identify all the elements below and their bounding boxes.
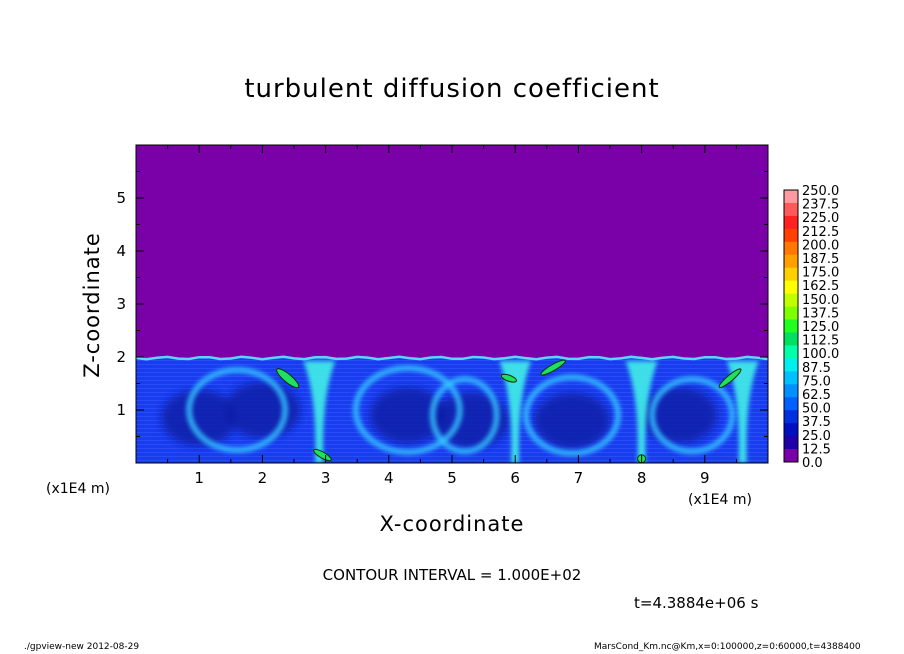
colorbar-label: 112.5 [802, 334, 839, 349]
colorbar-label: 212.5 [802, 225, 839, 240]
colorbar-label: 50.0 [802, 402, 831, 417]
x-tick-label: 6 [510, 469, 520, 487]
x-tick-label: 5 [447, 469, 457, 487]
chart-title: turbulent diffusion coefficient [244, 74, 660, 104]
colorbar-swatch [784, 423, 798, 437]
colorbar-swatch [784, 306, 798, 320]
colorbar-label: 187.5 [802, 252, 839, 267]
y-axis-label: Z-coordinate [80, 232, 104, 378]
colorbar-swatch [784, 228, 798, 243]
x-tick-label: 9 [700, 469, 710, 487]
contour-blob [313, 448, 332, 462]
field-layer [136, 145, 768, 463]
x-tick-label: 3 [321, 469, 331, 487]
high-value-contours [276, 359, 742, 463]
eddy-rings [186, 365, 736, 457]
y-tick-label: 1 [116, 401, 126, 419]
colorbar-swatch [784, 397, 798, 411]
x-unit-left: (x1E4 m) [46, 481, 110, 497]
colorbar-swatch [784, 319, 798, 333]
y-tick-label: 3 [116, 295, 126, 313]
eddy-ring [429, 376, 500, 455]
colorbar-swatch [784, 202, 798, 217]
boundary-top-edge [136, 355, 768, 361]
colorbar-label: 75.0 [802, 374, 831, 389]
colorbar-border [783, 189, 799, 463]
colorbar-swatch [784, 280, 798, 295]
colorbar-swatch [784, 332, 798, 346]
colorbar-label: 25.0 [802, 429, 831, 444]
colorbar-label: 137.5 [802, 306, 839, 321]
colorbar-swatch [784, 293, 798, 307]
colorbar-swatch [784, 190, 798, 204]
x-axis: 1 2 3 4 5 6 7 8 9 [135, 145, 769, 487]
eddy-core [369, 387, 446, 444]
eddy-ring [186, 367, 289, 453]
y-tick-label: 2 [116, 348, 126, 366]
colorbar-label: 125.0 [802, 320, 839, 335]
footer-right: MarsCond_Km.nc@Km,x=0:100000,z=0:60000,t… [594, 642, 861, 652]
contour-blob [500, 373, 517, 383]
colorbar-label: 87.5 [802, 361, 831, 376]
colorbar-label: 37.5 [802, 415, 831, 430]
colorbar-swatch [784, 267, 798, 282]
x-tick-label: 7 [574, 469, 584, 487]
colorbar-swatch [784, 358, 798, 372]
contour-blob [718, 368, 742, 388]
colorbar-label: 250.0 [802, 184, 839, 199]
x-axis-label: X-coordinate [379, 512, 525, 536]
x-tick-label: 4 [384, 469, 394, 487]
updraft-plume [625, 361, 658, 463]
y-axis: 1 2 3 4 5 [116, 144, 768, 464]
colorbar-label: 100.0 [802, 347, 839, 362]
eddy-core [224, 382, 301, 438]
colorbar-label: 12.5 [802, 442, 831, 457]
eddy-core [161, 389, 238, 446]
x-tick-label: 2 [258, 469, 268, 487]
y-tick-label: 4 [116, 242, 126, 260]
contour-blob [540, 359, 566, 376]
eddy-core [641, 387, 718, 444]
colorbar-label: 162.5 [802, 279, 839, 294]
colorbar-label: 0.0 [802, 456, 823, 471]
eddy-ring [649, 376, 736, 455]
time-label: t=4.3884e+06 s [634, 594, 759, 612]
y-tick-label: 5 [116, 189, 126, 207]
colorbar-swatch [784, 436, 798, 450]
eddy-ring [352, 365, 463, 455]
colorbar-label: 200.0 [802, 238, 839, 253]
eddy-core [534, 392, 611, 449]
x-unit-right: (x1E4 m) [688, 492, 752, 508]
colorbar-label: 62.5 [802, 388, 831, 403]
colorbar-label: 150.0 [802, 293, 839, 308]
colorbar-swatch [784, 410, 798, 424]
colorbar-swatch [784, 345, 798, 359]
colorbar-label: 237.5 [802, 198, 839, 213]
colorbar-label: 225.0 [802, 211, 839, 226]
updraft-plume [303, 361, 336, 463]
colorbar: 250.0237.5225.0212.5200.0187.5175.0162.5… [783, 184, 839, 471]
colorbar-swatch [784, 371, 798, 385]
updrafts [303, 361, 759, 463]
colorbar-swatch [784, 449, 798, 463]
contour-interval: CONTOUR INTERVAL = 1.000E+02 [322, 566, 582, 584]
colorbar-swatch [784, 241, 798, 256]
colorbar-swatch [784, 384, 798, 398]
x-tick-label: 8 [637, 469, 647, 487]
footer-left: ./gpview-new 2012-08-29 [24, 642, 140, 652]
contour-blob [276, 368, 300, 389]
updraft-plume [726, 361, 759, 463]
updraft-plume [499, 361, 532, 463]
colorbar-swatch [784, 215, 798, 230]
colorbar-label: 175.0 [802, 266, 839, 281]
eddy-ring [523, 374, 622, 457]
colorbar-swatch [784, 254, 798, 269]
x-tick-label: 1 [194, 469, 204, 487]
